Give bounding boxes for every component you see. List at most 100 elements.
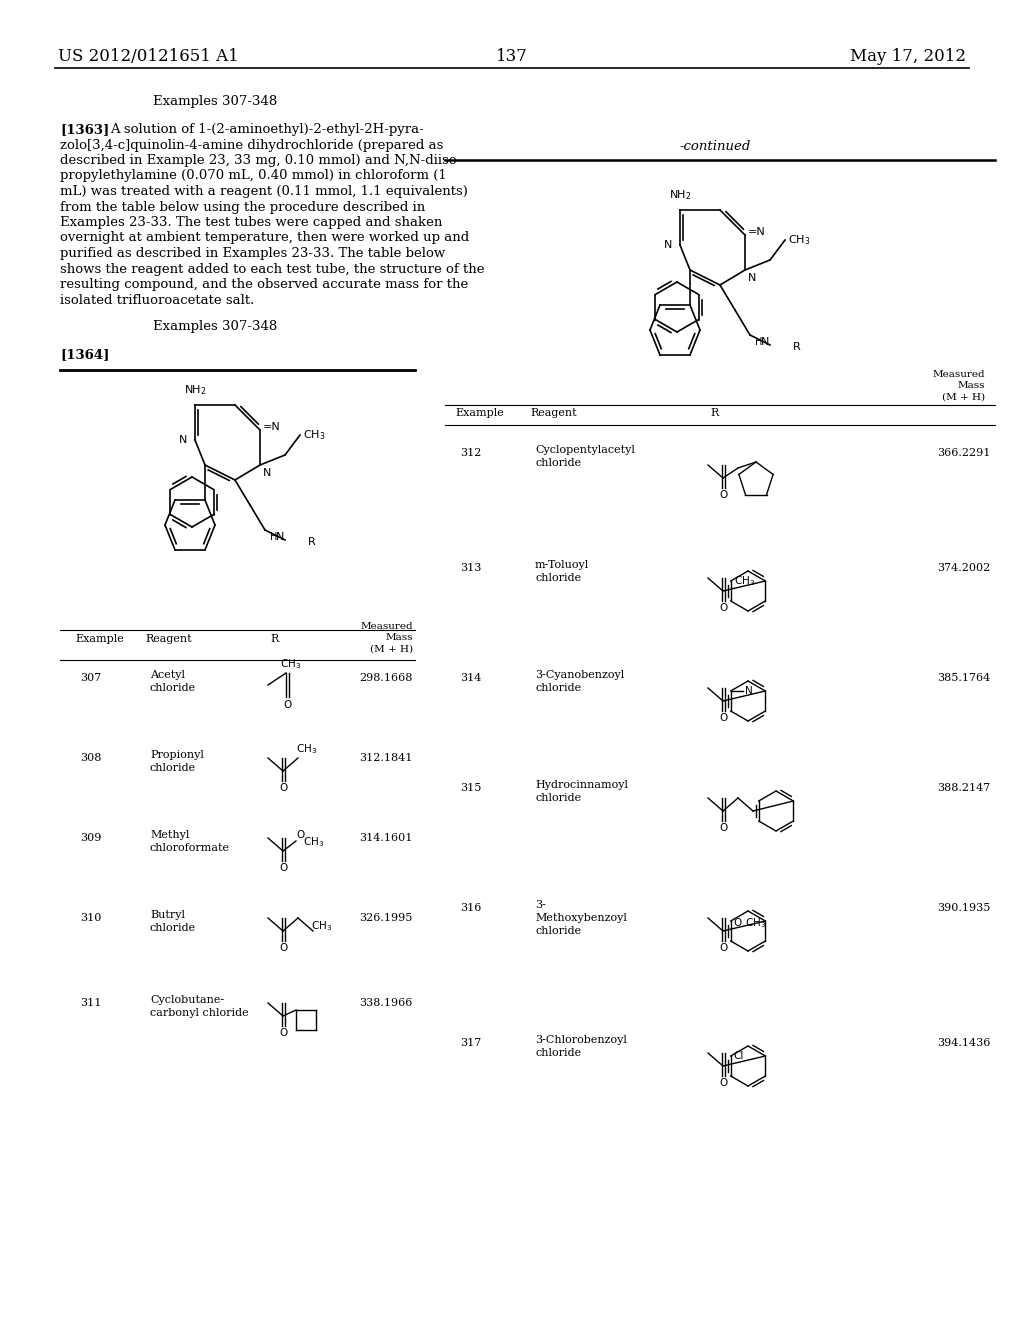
Text: O: O xyxy=(280,783,288,793)
Text: [1363]: [1363] xyxy=(60,123,110,136)
Text: mL) was treated with a reagent (0.11 mmol, 1.1 equivalents): mL) was treated with a reagent (0.11 mmo… xyxy=(60,185,468,198)
Text: chloroformate: chloroformate xyxy=(150,843,230,853)
Text: R: R xyxy=(308,537,315,546)
Text: 3-Chlorobenzoyl: 3-Chlorobenzoyl xyxy=(535,1035,627,1045)
Text: 307: 307 xyxy=(80,673,101,682)
Text: propylethylamine (0.070 mL, 0.40 mmol) in chloroform (1: propylethylamine (0.070 mL, 0.40 mmol) i… xyxy=(60,169,446,182)
Text: Example: Example xyxy=(455,408,504,418)
Text: chloride: chloride xyxy=(535,927,582,936)
Text: Acetyl: Acetyl xyxy=(150,671,185,680)
Text: =N: =N xyxy=(263,422,281,432)
Text: N: N xyxy=(744,686,753,696)
Text: chloride: chloride xyxy=(150,763,197,774)
Text: O: O xyxy=(733,917,742,928)
Text: US 2012/0121651 A1: US 2012/0121651 A1 xyxy=(58,48,239,65)
Text: Butryl: Butryl xyxy=(150,909,185,920)
Text: 312: 312 xyxy=(460,447,481,458)
Text: m-Toluoyl: m-Toluoyl xyxy=(535,560,589,570)
Text: N: N xyxy=(263,469,271,478)
Text: 390.1935: 390.1935 xyxy=(937,903,990,913)
Text: isolated trifluoroacetate salt.: isolated trifluoroacetate salt. xyxy=(60,293,254,306)
Text: CH$_3$: CH$_3$ xyxy=(296,742,317,756)
Text: Cyclopentylacetyl: Cyclopentylacetyl xyxy=(535,445,635,455)
Text: Methyl: Methyl xyxy=(150,830,189,840)
Text: chloride: chloride xyxy=(535,793,582,803)
Text: CH$_3$: CH$_3$ xyxy=(303,836,325,849)
Text: NH$_2$: NH$_2$ xyxy=(669,189,691,202)
Text: 137: 137 xyxy=(496,48,528,65)
Text: O: O xyxy=(280,863,288,873)
Text: 313: 313 xyxy=(460,564,481,573)
Text: A solution of 1-(2-aminoethyl)-2-ethyl-2H-pyra-: A solution of 1-(2-aminoethyl)-2-ethyl-2… xyxy=(110,123,424,136)
Text: CH$_3$: CH$_3$ xyxy=(303,428,326,442)
Text: described in Example 23, 33 mg, 0.10 mmol) and N,N-diiso-: described in Example 23, 33 mg, 0.10 mmo… xyxy=(60,154,461,168)
Text: 312.1841: 312.1841 xyxy=(359,752,413,763)
Text: 366.2291: 366.2291 xyxy=(937,447,990,458)
Text: Examples 307-348: Examples 307-348 xyxy=(153,319,278,333)
Text: O: O xyxy=(720,1078,728,1088)
Text: O: O xyxy=(720,822,728,833)
Text: carbonyl chloride: carbonyl chloride xyxy=(150,1008,249,1018)
Text: Cyclobutane-: Cyclobutane- xyxy=(150,995,224,1005)
Text: Cl: Cl xyxy=(733,1051,744,1061)
Text: Methoxybenzoyl: Methoxybenzoyl xyxy=(535,913,627,923)
Text: 394.1436: 394.1436 xyxy=(937,1038,990,1048)
Text: R: R xyxy=(270,634,279,644)
Text: chloride: chloride xyxy=(150,682,197,693)
Text: Hydrocinnamoyl: Hydrocinnamoyl xyxy=(535,780,628,789)
Text: O: O xyxy=(720,490,728,500)
Text: 326.1995: 326.1995 xyxy=(359,913,413,923)
Text: 311: 311 xyxy=(80,998,101,1008)
Text: overnight at ambient temperature, then were worked up and: overnight at ambient temperature, then w… xyxy=(60,231,469,244)
Text: O: O xyxy=(720,713,728,723)
Text: from the table below using the procedure described in: from the table below using the procedure… xyxy=(60,201,425,214)
Text: Propionyl: Propionyl xyxy=(150,750,204,760)
Text: H: H xyxy=(269,532,278,543)
Text: H: H xyxy=(755,337,762,347)
Text: 317: 317 xyxy=(460,1038,481,1048)
Text: Example: Example xyxy=(75,634,124,644)
Text: 309: 309 xyxy=(80,833,101,843)
Text: CH$_3$: CH$_3$ xyxy=(311,919,332,933)
Text: chloride: chloride xyxy=(535,1048,582,1059)
Text: zolo[3,4-c]quinolin-4-amine dihydrochloride (prepared as: zolo[3,4-c]quinolin-4-amine dihydrochlor… xyxy=(60,139,443,152)
Text: chloride: chloride xyxy=(535,573,582,583)
Text: CH$_3$: CH$_3$ xyxy=(733,574,755,587)
Text: Examples 307-348: Examples 307-348 xyxy=(153,95,278,108)
Text: 310: 310 xyxy=(80,913,101,923)
Text: 3-Cyanobenzoyl: 3-Cyanobenzoyl xyxy=(535,671,625,680)
Text: 385.1764: 385.1764 xyxy=(937,673,990,682)
Text: 3-: 3- xyxy=(535,900,546,909)
Text: CH$_3$: CH$_3$ xyxy=(744,916,766,929)
Text: Examples 23-33. The test tubes were capped and shaken: Examples 23-33. The test tubes were capp… xyxy=(60,216,442,228)
Text: O: O xyxy=(284,700,292,710)
Text: CH$_3$: CH$_3$ xyxy=(280,657,301,671)
Text: NH$_2$: NH$_2$ xyxy=(183,383,206,397)
Text: May 17, 2012: May 17, 2012 xyxy=(850,48,966,65)
Text: Reagent: Reagent xyxy=(145,634,191,644)
Text: 374.2002: 374.2002 xyxy=(937,564,990,573)
Text: 298.1668: 298.1668 xyxy=(359,673,413,682)
Text: O: O xyxy=(280,942,288,953)
Text: N: N xyxy=(748,273,757,282)
Text: 316: 316 xyxy=(460,903,481,913)
Text: chloride: chloride xyxy=(535,458,582,469)
Text: resulting compound, and the observed accurate mass for the: resulting compound, and the observed acc… xyxy=(60,279,468,290)
Text: 338.1966: 338.1966 xyxy=(359,998,413,1008)
Text: CH$_3$: CH$_3$ xyxy=(788,234,810,247)
Text: O: O xyxy=(280,1028,288,1038)
Text: N: N xyxy=(761,337,769,347)
Text: chloride: chloride xyxy=(535,682,582,693)
Text: Measured
Mass
(M + H): Measured Mass (M + H) xyxy=(933,370,985,401)
Text: -continued: -continued xyxy=(679,140,751,153)
Text: R: R xyxy=(710,408,718,418)
Text: O: O xyxy=(720,603,728,612)
Text: 314: 314 xyxy=(460,673,481,682)
Text: 308: 308 xyxy=(80,752,101,763)
Text: shows the reagent added to each test tube, the structure of the: shows the reagent added to each test tub… xyxy=(60,263,484,276)
Text: 388.2147: 388.2147 xyxy=(937,783,990,793)
Text: R: R xyxy=(793,342,801,352)
Text: N: N xyxy=(178,436,187,445)
Text: Measured
Mass
(M + H): Measured Mass (M + H) xyxy=(360,622,413,653)
Text: [1364]: [1364] xyxy=(60,348,110,360)
